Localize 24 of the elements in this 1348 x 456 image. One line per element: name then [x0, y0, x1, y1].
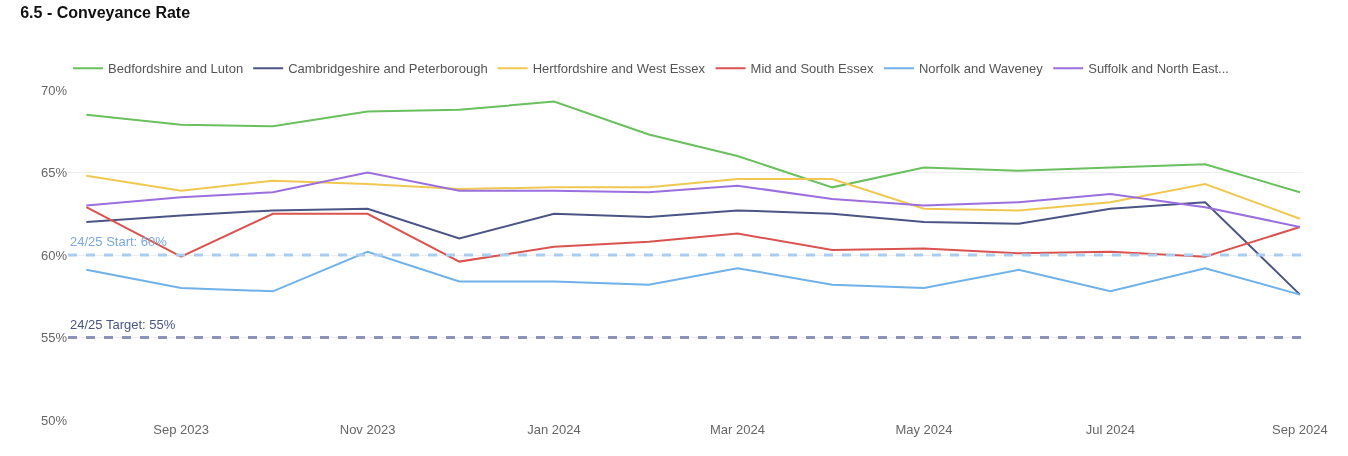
x-tick-label: Nov 2023 [339, 422, 396, 437]
line-series [85, 174, 1301, 220]
legend-label: Norfolk and Waveney [918, 61, 1044, 77]
legend-label: Suffolk and North East... [1088, 61, 1229, 77]
legend-label: Bedfordshire and Luton [108, 61, 244, 77]
x-tick-label: Mar 2024 [710, 422, 765, 437]
x-tick-label: Sep 2024 [1272, 422, 1328, 437]
x-tick-label: Sep 2023 [153, 422, 209, 437]
line-series [85, 171, 1301, 228]
x-tick-label: Jan 2024 [527, 422, 581, 437]
chart-title: 6.5 - Conveyance Rate [20, 4, 191, 22]
legend-label: Hertfordshire and West Essex [532, 61, 706, 77]
legend-label: Cambridgeshire and Peterborough [288, 61, 488, 77]
ref-line-label: 24/25 Target: 55% [70, 317, 176, 332]
legend-label: Mid and South Essex [750, 61, 874, 77]
y-tick-label: 70% [40, 82, 68, 98]
y-tick-label: 50% [40, 412, 68, 428]
x-tick-label: May 2024 [895, 422, 953, 437]
line-series [85, 100, 1301, 194]
x-tick-label: Jul 2024 [1085, 422, 1135, 437]
y-tick-label: 55% [40, 330, 68, 346]
y-tick-label: 60% [40, 247, 68, 263]
line-series [85, 250, 1301, 296]
y-tick-label: 65% [40, 165, 68, 181]
